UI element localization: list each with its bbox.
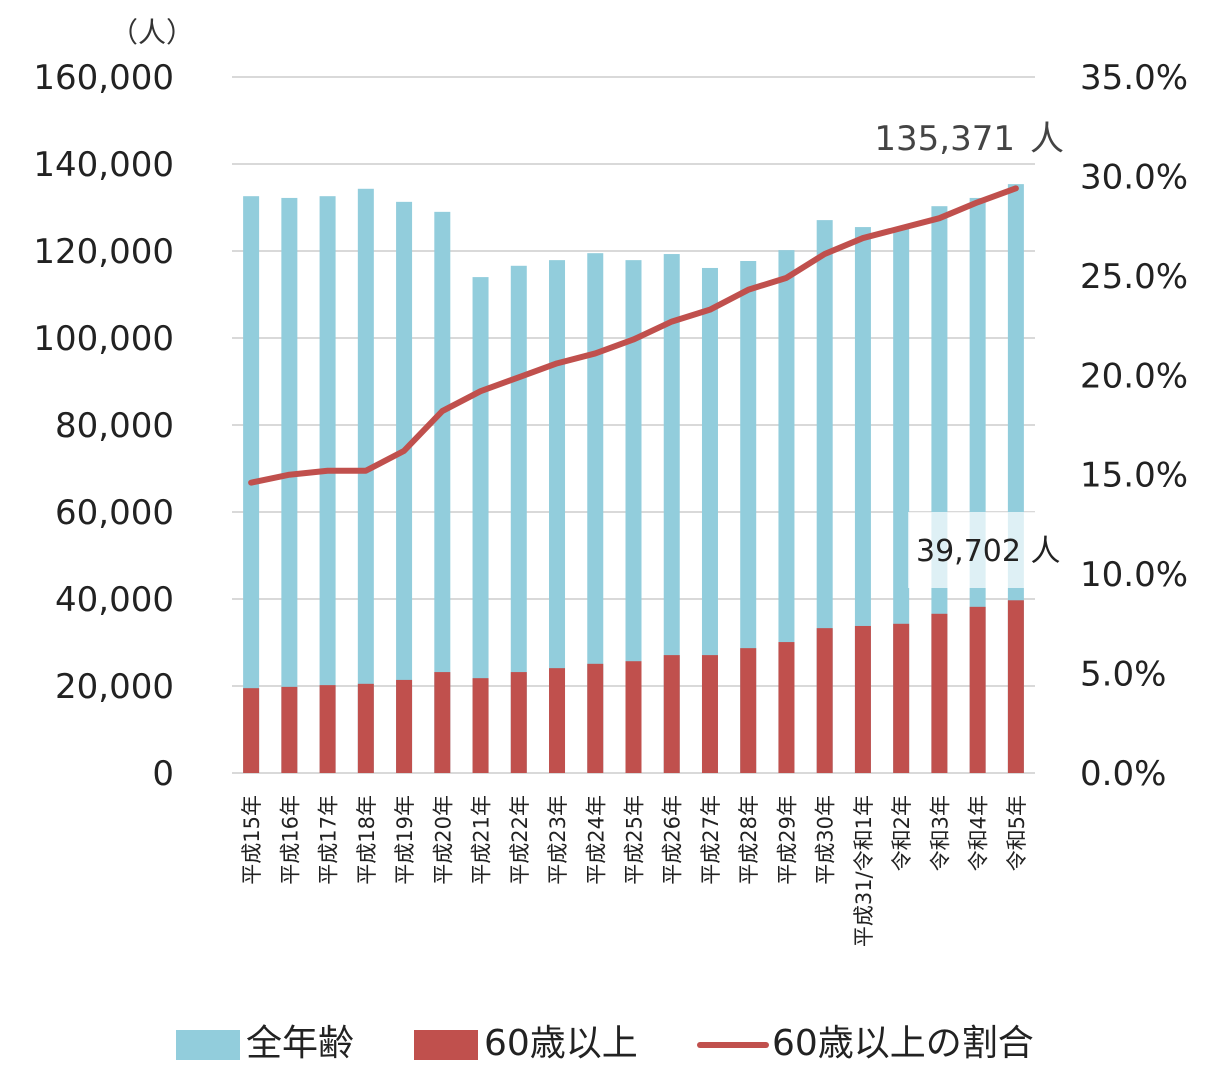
bar-60-plus [434,672,451,773]
x-tick-label: 令和2年 [890,795,914,871]
bar-60-plus [701,655,718,773]
y-right-tick-label: 0.0% [1080,754,1166,794]
annotation-all-ages-unit: 人 [1030,119,1064,159]
bar-all-ages [549,260,566,773]
bar-60-plus [625,661,642,773]
x-tick-label: 平成16年 [278,795,302,885]
legend-label-all-ages: 全年齢 [246,1023,354,1064]
y-left-tick-label: 140,000 [33,145,174,185]
bar-60-plus [1007,600,1024,773]
bar-60-plus [778,642,795,773]
bar-all-ages [587,253,604,774]
x-tick-label: 平成26年 [661,795,685,885]
bar-all-ages [357,188,374,774]
bar-60-plus [816,628,833,773]
x-tick-label: 平成27年 [699,795,723,885]
annotation-background [908,512,1078,588]
x-tick-label: 平成24年 [584,795,608,885]
bar-all-ages [281,197,298,773]
y-right-tick-label: 35.0% [1080,58,1188,98]
bar-all-ages [434,211,451,774]
x-tick-label: 平成23年 [546,795,570,885]
x-tick-label: 平成15年 [240,795,264,885]
x-tick-label: 平成25年 [623,795,647,885]
y-right-tick-label: 10.0% [1080,555,1188,595]
bar-60-plus [319,685,336,773]
bar-60-plus [549,668,566,773]
left-axis-unit: （人） [110,16,194,49]
y-left-tick-label: 40,000 [55,580,174,620]
bar-all-ages [319,196,336,773]
annotation-all-ages-total: 135,371 [874,119,1015,159]
annotation-60-plus-total: 39,702 人 [916,534,1061,569]
bar-60-plus [663,655,680,773]
bar-all-ages [625,260,642,773]
bar-all-ages [701,267,718,773]
x-tick-label: 令和4年 [967,795,991,871]
x-tick-label: 平成28年 [737,795,761,885]
x-tick-label: 平成17年 [317,795,341,885]
bar-60-plus [396,679,413,773]
bar-60-plus [931,613,948,773]
bar-all-ages [396,201,413,774]
y-right-tick-label: 15.0% [1080,456,1188,496]
bar-60-plus [854,625,871,773]
x-tick-label: 平成21年 [470,795,494,885]
bar-60-plus [357,683,374,773]
bar-60-plus [281,686,298,773]
y-left-tick-label: 100,000 [33,319,174,359]
y-right-tick-label: 20.0% [1080,356,1188,396]
bar-60-plus [969,606,986,773]
x-tick-label: 平成30年 [814,795,838,885]
bar-all-ages [510,265,527,773]
bar-all-ages [472,277,489,773]
legend-label-ratio: 60歳以上の割合 [772,1023,1034,1064]
y-right-tick-label: 30.0% [1080,157,1188,197]
legend-swatch-all-ages [176,1030,240,1060]
legend-swatch-60-plus [414,1030,478,1060]
x-tick-label: 平成22年 [508,795,532,885]
x-tick-label: 平成18年 [355,795,379,885]
legend-label-60-plus: 60歳以上 [484,1023,638,1064]
x-tick-label: 平成31/令和1年 [852,795,876,947]
y-left-tick-label: 160,000 [33,58,174,98]
x-tick-label: 令和3年 [928,795,952,871]
bar-60-plus [510,672,527,773]
y-left-tick-label: 0 [152,754,174,794]
bar-60-plus [587,663,604,773]
y-right-tick-label: 5.0% [1080,655,1166,695]
bar-60-plus [893,623,910,773]
line-60-plus-ratio [248,185,1019,486]
x-tick-label: 平成19年 [393,795,417,885]
y-right-tick-label: 25.0% [1080,257,1188,297]
y-left-tick-label: 120,000 [33,232,174,272]
y-left-tick-label: 60,000 [55,493,174,533]
x-tick-label: 平成29年 [775,795,799,885]
y-left-tick-label: 20,000 [55,667,174,707]
bar-60-plus [472,678,489,773]
x-tick-label: 平成20年 [431,795,455,885]
y-left-tick-label: 80,000 [55,406,174,446]
bar-60-plus [740,648,757,773]
x-tick-label: 令和5年 [1005,795,1029,871]
bar-60-plus [243,688,260,773]
bar-all-ages [663,254,680,774]
bar-all-ages [740,261,757,773]
